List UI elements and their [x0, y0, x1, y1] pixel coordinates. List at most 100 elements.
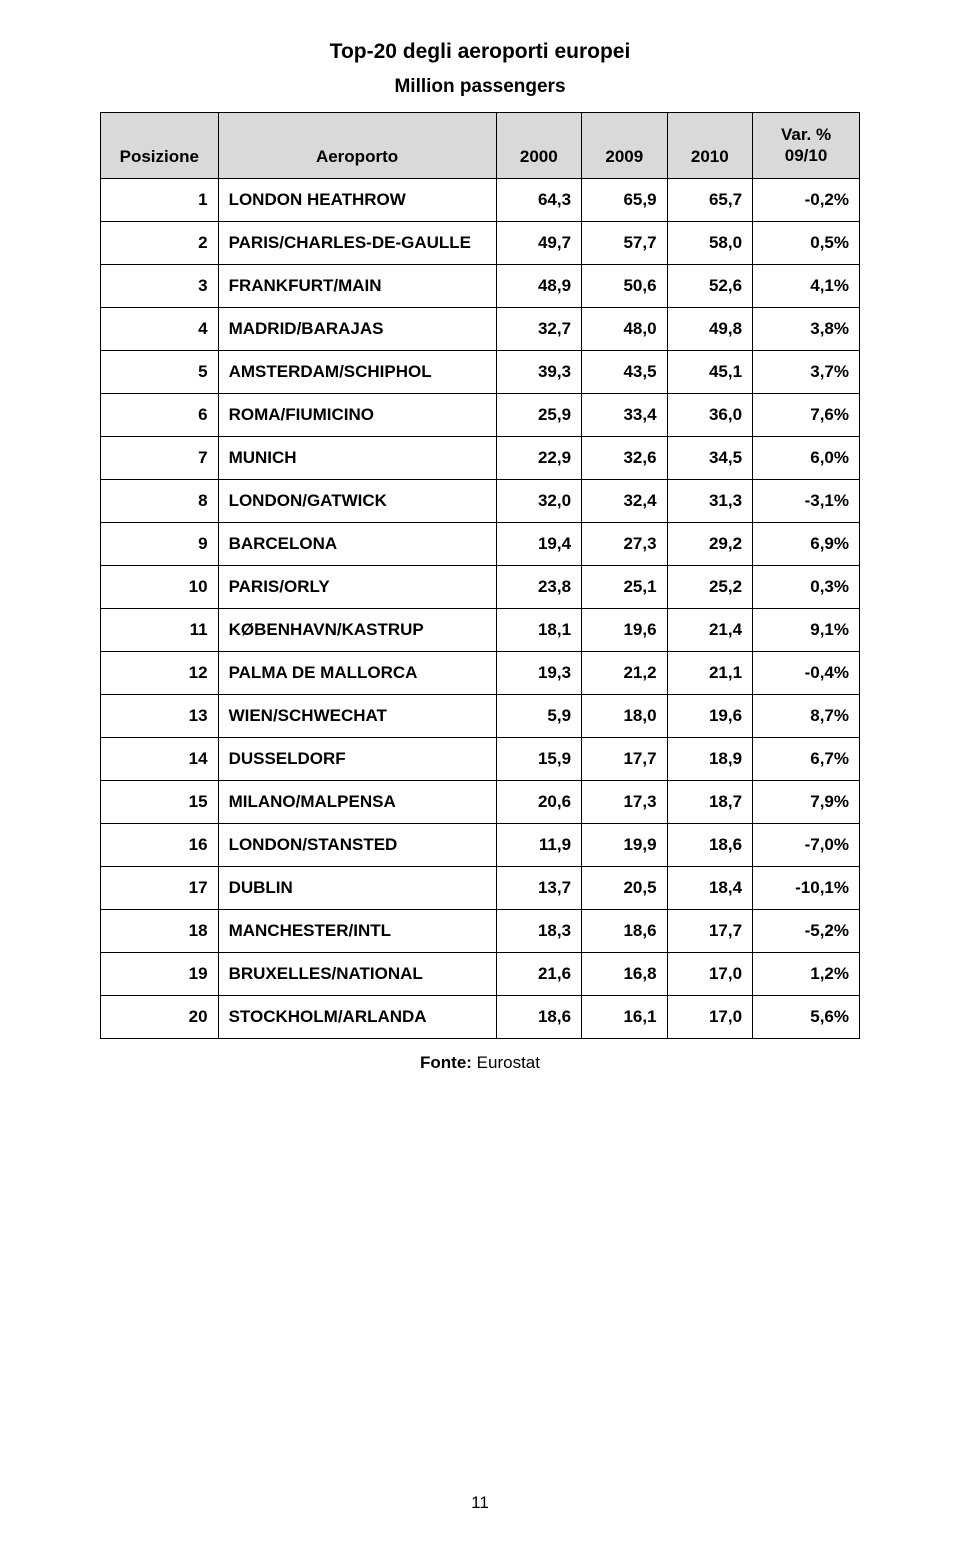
table-row: 7MUNICH22,932,634,56,0% [101, 436, 860, 479]
cell-y2009: 16,8 [582, 952, 668, 995]
table-row: 19BRUXELLES/NATIONAL21,616,817,01,2% [101, 952, 860, 995]
table-row: 3FRANKFURT/MAIN48,950,652,64,1% [101, 264, 860, 307]
cell-y2010: 65,7 [667, 178, 753, 221]
cell-y2000: 32,7 [496, 307, 582, 350]
cell-var: -3,1% [753, 479, 860, 522]
table-row: 20STOCKHOLM/ARLANDA18,616,117,05,6% [101, 995, 860, 1038]
cell-name: MUNICH [218, 436, 496, 479]
cell-var: 6,9% [753, 522, 860, 565]
cell-y2010: 17,7 [667, 909, 753, 952]
cell-var: 0,3% [753, 565, 860, 608]
table-header-row: Posizione Aeroporto 2000 2009 2010 Var. … [101, 113, 860, 179]
cell-var: 9,1% [753, 608, 860, 651]
cell-pos: 10 [101, 565, 219, 608]
cell-y2010: 21,4 [667, 608, 753, 651]
document-subtitle: Million passengers [0, 76, 960, 98]
cell-pos: 11 [101, 608, 219, 651]
cell-y2010: 18,9 [667, 737, 753, 780]
cell-pos: 12 [101, 651, 219, 694]
col-header-2009: 2009 [582, 113, 668, 179]
cell-name: BARCELONA [218, 522, 496, 565]
cell-y2000: 48,9 [496, 264, 582, 307]
cell-y2009: 57,7 [582, 221, 668, 264]
cell-y2000: 39,3 [496, 350, 582, 393]
cell-name: AMSTERDAM/SCHIPHOL [218, 350, 496, 393]
table-row: 4MADRID/BARAJAS32,748,049,83,8% [101, 307, 860, 350]
document-page: Top-20 degli aeroporti europei Million p… [0, 0, 960, 1553]
cell-y2009: 19,9 [582, 823, 668, 866]
cell-y2009: 21,2 [582, 651, 668, 694]
cell-y2009: 17,7 [582, 737, 668, 780]
cell-y2009: 25,1 [582, 565, 668, 608]
cell-name: MADRID/BARAJAS [218, 307, 496, 350]
cell-y2000: 21,6 [496, 952, 582, 995]
cell-y2000: 22,9 [496, 436, 582, 479]
cell-y2010: 18,4 [667, 866, 753, 909]
table-row: 13WIEN/SCHWECHAT5,918,019,68,7% [101, 694, 860, 737]
cell-pos: 8 [101, 479, 219, 522]
cell-pos: 9 [101, 522, 219, 565]
table-row: 1LONDON HEATHROW64,365,965,7-0,2% [101, 178, 860, 221]
document-title: Top-20 degli aeroporti europei [0, 40, 960, 64]
cell-y2010: 58,0 [667, 221, 753, 264]
cell-var: 6,7% [753, 737, 860, 780]
cell-name: PARIS/ORLY [218, 565, 496, 608]
cell-y2000: 5,9 [496, 694, 582, 737]
cell-y2010: 17,0 [667, 995, 753, 1038]
cell-y2000: 19,4 [496, 522, 582, 565]
cell-name: FRANKFURT/MAIN [218, 264, 496, 307]
cell-y2010: 34,5 [667, 436, 753, 479]
table-container: Posizione Aeroporto 2000 2009 2010 Var. … [100, 112, 860, 1039]
cell-y2000: 25,9 [496, 393, 582, 436]
col-header-aeroporto: Aeroporto [218, 113, 496, 179]
cell-y2000: 32,0 [496, 479, 582, 522]
col-header-var-line1: Var. % 09/10 [781, 125, 831, 165]
cell-name: ROMA/FIUMICINO [218, 393, 496, 436]
cell-y2009: 18,6 [582, 909, 668, 952]
cell-pos: 17 [101, 866, 219, 909]
cell-y2009: 16,1 [582, 995, 668, 1038]
cell-name: LONDON/GATWICK [218, 479, 496, 522]
cell-var: 7,9% [753, 780, 860, 823]
col-header-2000: 2000 [496, 113, 582, 179]
cell-name: LONDON/STANSTED [218, 823, 496, 866]
cell-name: LONDON HEATHROW [218, 178, 496, 221]
cell-y2009: 27,3 [582, 522, 668, 565]
cell-var: -5,2% [753, 909, 860, 952]
source-line: Fonte: Eurostat [0, 1053, 960, 1073]
cell-var: 7,6% [753, 393, 860, 436]
col-header-posizione: Posizione [101, 113, 219, 179]
cell-var: -0,2% [753, 178, 860, 221]
cell-y2009: 43,5 [582, 350, 668, 393]
cell-y2000: 49,7 [496, 221, 582, 264]
table-row: 17DUBLIN13,720,518,4-10,1% [101, 866, 860, 909]
cell-y2000: 18,6 [496, 995, 582, 1038]
cell-y2000: 18,3 [496, 909, 582, 952]
cell-var: -10,1% [753, 866, 860, 909]
cell-y2000: 13,7 [496, 866, 582, 909]
cell-pos: 15 [101, 780, 219, 823]
table-row: 14DUSSELDORF15,917,718,96,7% [101, 737, 860, 780]
cell-pos: 13 [101, 694, 219, 737]
cell-name: PARIS/CHARLES-DE-GAULLE [218, 221, 496, 264]
table-row: 10PARIS/ORLY23,825,125,20,3% [101, 565, 860, 608]
cell-pos: 14 [101, 737, 219, 780]
cell-var: 3,7% [753, 350, 860, 393]
cell-y2009: 19,6 [582, 608, 668, 651]
cell-y2010: 17,0 [667, 952, 753, 995]
cell-y2010: 31,3 [667, 479, 753, 522]
cell-y2010: 36,0 [667, 393, 753, 436]
cell-y2009: 33,4 [582, 393, 668, 436]
cell-pos: 18 [101, 909, 219, 952]
cell-pos: 4 [101, 307, 219, 350]
table-row: 18MANCHESTER/INTL18,318,617,7-5,2% [101, 909, 860, 952]
source-label: Fonte: [420, 1053, 477, 1072]
cell-name: STOCKHOLM/ARLANDA [218, 995, 496, 1038]
cell-var: -7,0% [753, 823, 860, 866]
cell-var: 5,6% [753, 995, 860, 1038]
cell-y2000: 20,6 [496, 780, 582, 823]
cell-y2000: 15,9 [496, 737, 582, 780]
cell-var: 6,0% [753, 436, 860, 479]
cell-name: MILANO/MALPENSA [218, 780, 496, 823]
cell-pos: 7 [101, 436, 219, 479]
